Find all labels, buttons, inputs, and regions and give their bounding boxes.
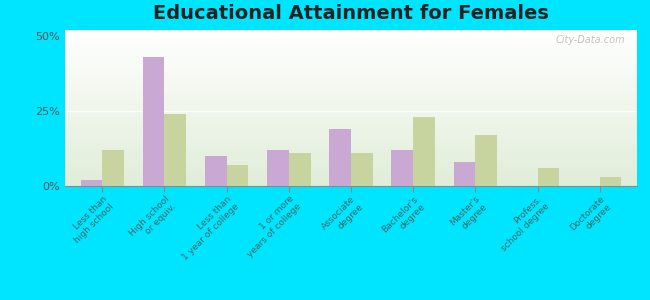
Bar (391, 150, 413, 186)
Bar (143, 57, 164, 186)
Text: City-Data.com: City-Data.com (556, 35, 625, 45)
Bar (413, 117, 435, 186)
Bar (538, 168, 559, 186)
Bar (227, 165, 248, 186)
Title: Educational Attainment for Females: Educational Attainment for Females (153, 4, 549, 23)
Bar (289, 153, 311, 186)
Bar (600, 177, 621, 186)
Bar (81, 180, 102, 186)
Bar (454, 162, 475, 186)
Bar (475, 135, 497, 186)
Bar (205, 156, 227, 186)
Bar (351, 153, 372, 186)
Bar (102, 150, 124, 186)
Bar (164, 114, 187, 186)
Bar (330, 129, 351, 186)
Bar (267, 150, 289, 186)
